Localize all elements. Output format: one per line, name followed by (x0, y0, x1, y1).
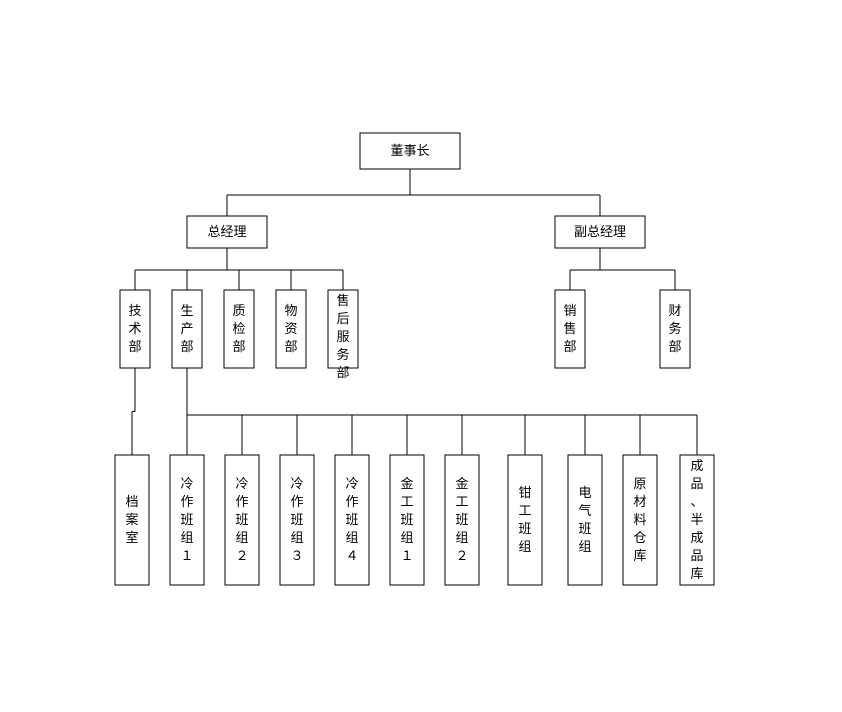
node-gm: 总经理 (187, 216, 267, 248)
node-mat: 物资部 (276, 290, 306, 368)
node-arch: 档案室 (115, 455, 149, 585)
node-cw3: 冷作班组３ (280, 455, 314, 585)
node-fin: 财务部 (660, 290, 690, 368)
node-label: 售后服务部 (336, 293, 349, 380)
node-fg: 成品、半成品库 (680, 455, 714, 585)
node-label: 冷作班组２ (235, 476, 248, 563)
node-cw4: 冷作班组４ (335, 455, 369, 585)
org-chart: 董事长总经理 副总经理技术部 生产部 质检部 物资部 售后服务部 销售部 财务部档案室 冷作班组… (0, 0, 842, 712)
node-svc: 售后服务部 (328, 290, 358, 380)
node-label: 成品、半成品库 (690, 458, 703, 581)
node-sales: 销售部 (555, 290, 585, 368)
node-label: 冷作班组１ (180, 476, 193, 563)
node-prod: 生产部 (172, 290, 202, 368)
node-fit: 钳工班组 (508, 455, 542, 585)
node-label: 董事长 (390, 143, 429, 158)
node-label: 质检部 (232, 303, 245, 354)
node-qc: 质检部 (224, 290, 254, 368)
node-label: 档案室 (125, 494, 138, 545)
node-label: 金工班组１ (400, 476, 413, 563)
node-label: 物资部 (284, 303, 297, 354)
node-label: 冷作班组３ (290, 476, 303, 563)
node-label: 原材料仓库 (633, 476, 646, 563)
node-label: 副总经理 (574, 224, 626, 239)
node-tech: 技术部 (120, 290, 150, 368)
node-label: 技术部 (128, 303, 141, 354)
node-elec: 电气班组 (568, 455, 602, 585)
node-label: 生产部 (180, 303, 193, 354)
node-label: 金工班组２ (455, 476, 468, 563)
node-label: 总经理 (207, 224, 246, 239)
node-cw2: 冷作班组２ (225, 455, 259, 585)
node-raw: 原材料仓库 (623, 455, 657, 585)
node-label: 冷作班组４ (345, 476, 358, 563)
node-label: 销售部 (563, 303, 576, 354)
node-cw1: 冷作班组１ (170, 455, 204, 585)
node-root: 董事长 (360, 133, 460, 169)
node-mw2: 金工班组２ (445, 455, 479, 585)
node-label: 财务部 (668, 303, 681, 354)
node-mw1: 金工班组１ (390, 455, 424, 585)
node-dgm: 副总经理 (555, 216, 645, 248)
